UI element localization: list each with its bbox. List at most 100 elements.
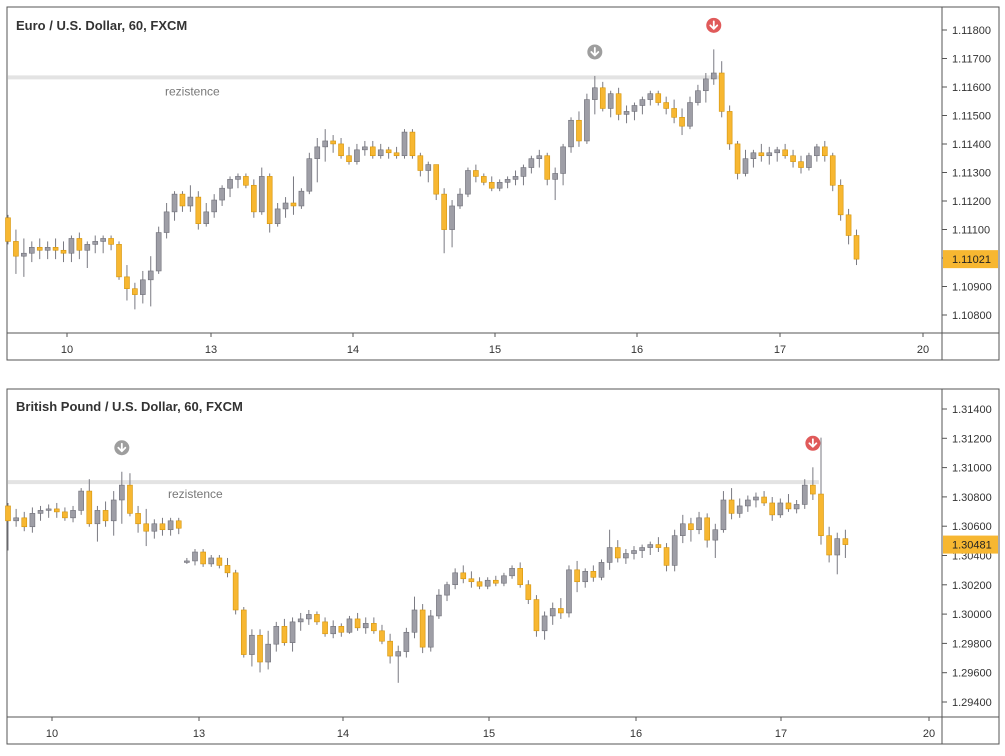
eurusd-candle-body	[750, 152, 757, 159]
eurusd-candle-body	[108, 238, 114, 245]
eurusd-candle-body	[758, 152, 765, 157]
eurusd-candle-body	[171, 193, 178, 213]
gbpusd-candle-body	[728, 499, 735, 514]
eurusd-candle	[623, 105, 630, 124]
gbpusd-candle	[184, 557, 190, 564]
gbpusd-candle-body	[45, 508, 52, 511]
gbpusd-price-tick-label: 1.31000	[952, 463, 992, 475]
gbpusd-panel-frame	[6, 388, 1000, 745]
eurusd-candle	[790, 149, 796, 168]
eurusd-candle-body	[100, 238, 106, 242]
eurusd-candle	[750, 149, 757, 168]
eurusd-candle	[488, 176, 495, 192]
gbpusd-candle	[330, 620, 337, 639]
gbpusd-candle	[5, 502, 11, 551]
eurusd-candle	[92, 235, 99, 254]
eurusd-candle	[28, 241, 35, 263]
gbpusd-time-tick-label: 13	[193, 728, 205, 740]
eurusd-candle	[417, 152, 424, 177]
eurusd-candle-body	[28, 247, 35, 254]
gbpusd-candle	[631, 546, 637, 560]
gbpusd-candle-body	[78, 490, 84, 511]
eurusd-time-tick-label: 17	[774, 344, 786, 356]
eurusd-candle-body	[568, 119, 574, 148]
gbpusd-candle	[777, 498, 784, 518]
eurusd-candle	[179, 191, 186, 212]
gbpusd-candle	[21, 511, 28, 532]
eurusd-candle-body	[488, 182, 495, 189]
eurusd-candle	[584, 93, 590, 144]
gbpusd-candle	[338, 623, 345, 637]
gbpusd-candle-body	[671, 535, 678, 566]
eurusd-price-tick-label: 1.11200	[952, 196, 991, 208]
gbpusd-candle-body	[525, 584, 532, 600]
gbpusd-candle-body	[745, 499, 751, 507]
gbpusd-candle	[419, 604, 426, 654]
eurusd-candle-body	[21, 252, 27, 257]
gbpusd-candle	[70, 505, 76, 523]
gbpusd-candle	[647, 541, 654, 555]
gbpusd-candle-body	[452, 572, 458, 586]
eurusd-candle-body	[782, 149, 788, 157]
eurusd-candle	[576, 111, 582, 147]
gbpusd-candle-body	[354, 618, 361, 629]
eurusd-candle	[163, 203, 170, 239]
gbpusd-candle	[476, 577, 483, 590]
eurusd-candle	[219, 185, 225, 206]
gbpusd-candle	[720, 491, 727, 533]
eurusd-candle-body	[274, 208, 281, 224]
gbpusd-candle-body	[151, 523, 158, 532]
eurusd-candle-body	[631, 105, 638, 112]
gbpusd-candle	[761, 491, 767, 506]
eurusd-candle-body	[639, 99, 646, 106]
eurusd-candle	[306, 152, 313, 195]
eurusd-price-tick-label: 1.11500	[952, 111, 991, 123]
eurusd-candle-body	[243, 176, 249, 186]
eurusd-candle-body	[362, 146, 368, 151]
gbpusd-candle-body	[826, 535, 832, 556]
eurusd-candle	[742, 149, 749, 177]
gbpusd-candle	[509, 565, 515, 579]
eurusd-red-marker-icon	[706, 17, 722, 33]
eurusd-candle-body	[369, 146, 376, 157]
gbpusd-candle	[623, 549, 629, 564]
eurusd-chart-title: Euro / U.S. Dollar, 60, FXCM	[16, 18, 187, 33]
eurusd-candle	[124, 265, 130, 301]
gbpusd-candle-body	[606, 547, 613, 563]
eurusd-candle-body	[837, 184, 844, 216]
eurusd-candle-body	[592, 87, 598, 100]
gbpusd-candle	[240, 607, 247, 658]
gbpusd-candle	[403, 627, 410, 658]
eurusd-time-tick-label: 15	[489, 344, 501, 356]
gbpusd-time-tick-label: 20	[923, 728, 935, 740]
eurusd-candle-body	[520, 167, 527, 177]
gbpusd-time-tick-label: 10	[46, 728, 58, 740]
gbpusd-candle	[78, 488, 84, 515]
eurusd-candle	[338, 138, 344, 159]
gbpusd-candle	[216, 554, 223, 569]
eurusd-price-tick-label: 1.10900	[952, 282, 992, 294]
gbpusd-candle	[175, 517, 182, 535]
eurusd-candle	[369, 140, 376, 159]
gbpusd-resistance-label: rezistence	[168, 487, 223, 501]
eurusd-candle-body	[829, 155, 836, 186]
gbpusd-candle	[354, 612, 361, 631]
eurusd-candle-body	[219, 187, 225, 201]
eurusd-candle-body	[282, 202, 289, 210]
gbpusd-price-tick-label: 1.31400	[952, 404, 992, 416]
gbpusd-candle-body	[793, 504, 800, 510]
gbpusd-price-tick-label: 1.31200	[952, 433, 992, 445]
eurusd-time-tick-label: 20	[917, 344, 929, 356]
eurusd-candle-body	[44, 247, 51, 251]
eurusd-resistance-label: rezistence	[165, 84, 220, 98]
gbpusd-candle-body	[135, 513, 141, 525]
eurusd-candles	[5, 49, 860, 310]
gbpusd-candle-body	[208, 557, 215, 565]
eurusd-candle	[496, 179, 503, 192]
eurusd-candle-body	[425, 164, 432, 171]
eurusd-candle-body	[480, 176, 487, 183]
eurusd-candle-body	[36, 247, 43, 251]
eurusd-candle	[599, 81, 606, 112]
eurusd-candle-body	[734, 143, 741, 174]
